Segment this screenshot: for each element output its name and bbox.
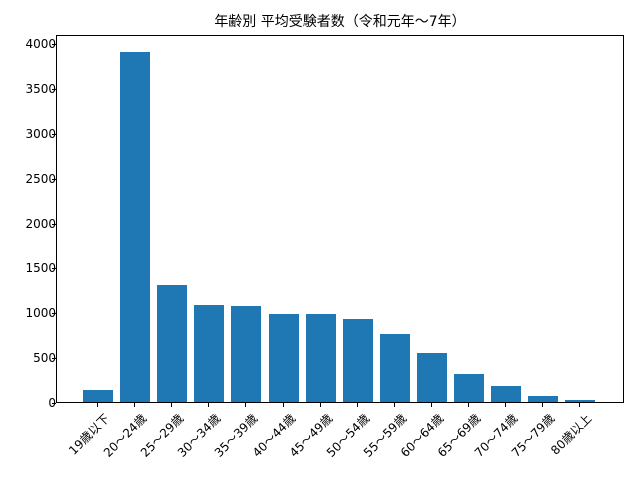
x-tick-mark [282, 403, 284, 407]
bar [491, 385, 522, 402]
x-tick-label: 80歳以上 [548, 411, 595, 458]
y-tick-mark [52, 88, 56, 90]
bar [194, 305, 225, 402]
y-tick-mark [52, 133, 56, 135]
bar [454, 374, 484, 402]
y-tick-mark [52, 178, 56, 180]
chart-title: 年齢別 平均受験者数（令和元年〜7年） [214, 14, 466, 30]
x-tick-mark [319, 403, 321, 407]
y-tick-mark [52, 268, 56, 270]
bar [120, 51, 151, 402]
y-tick-mark [52, 403, 56, 404]
y-tick-label: 4000 [25, 37, 56, 51]
x-tick-mark [579, 403, 581, 407]
y-tick-label: 1000 [25, 306, 56, 321]
x-tick-mark [97, 403, 98, 407]
bar [416, 353, 447, 402]
x-tick-mark [505, 403, 507, 407]
bar [268, 314, 299, 402]
x-tick-mark [245, 403, 247, 407]
y-tick-label: 3000 [25, 126, 56, 141]
bar [565, 399, 596, 402]
x-tick-mark [208, 403, 210, 407]
y-tick-label: 1500 [25, 261, 56, 276]
x-tick-mark [542, 403, 544, 407]
x-tick-mark [356, 403, 358, 407]
plot-area [56, 35, 624, 403]
x-tick-mark [393, 403, 395, 407]
y-tick-mark [52, 313, 56, 315]
y-tick-mark [52, 44, 56, 45]
bar [231, 305, 262, 402]
y-tick-mark [52, 358, 56, 360]
bar [342, 318, 373, 402]
y-tick-label: 2000 [25, 216, 56, 231]
bar [305, 314, 336, 402]
x-tick-mark [468, 403, 469, 407]
y-tick-label: 2500 [25, 171, 56, 186]
bar [528, 395, 559, 402]
y-tick-label: 500 [33, 351, 56, 366]
x-tick-mark [134, 403, 136, 407]
y-tick-label: 3500 [25, 81, 56, 96]
bar [83, 390, 113, 402]
x-tick-mark [171, 403, 173, 407]
bar [157, 285, 188, 402]
y-tick-mark [52, 223, 56, 225]
x-tick-mark [430, 403, 432, 407]
bar [379, 333, 410, 402]
